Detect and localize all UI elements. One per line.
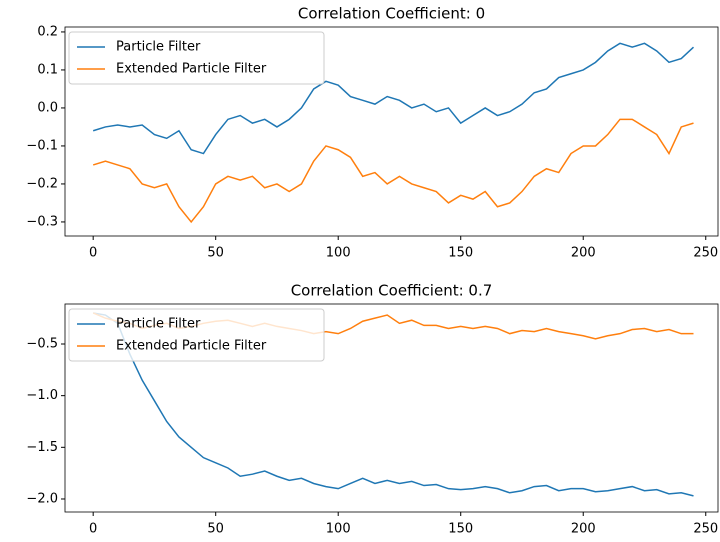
y-tick-label: −1.0 [26,388,58,403]
legend-box [68,308,325,362]
x-tick-label: 150 [448,246,473,261]
x-tick-label: 150 [448,522,473,537]
x-tick-label: 50 [207,522,224,537]
y-tick-label: 0.1 [37,62,58,77]
y-tick-label: −2.0 [26,491,58,506]
axes-frame [64,26,719,237]
legend-box [68,31,325,85]
x-tick-label: 100 [326,246,351,261]
y-tick-label: −0.3 [26,214,58,229]
legend-label: Extended Particle Filter [116,62,267,77]
legend: Particle Filter Extended Particle Filter [68,31,325,85]
legend: Particle Filter Extended Particle Filter [68,308,325,362]
y-tick-label: 0.2 [37,24,58,39]
legend-label: Extended Particle Filter [116,339,267,354]
y-tick-label: −1.5 [26,440,58,455]
x-tick-label: 200 [571,522,596,537]
y-tick-label: 0.0 [37,100,58,115]
legend-label: Particle Filter [116,317,201,332]
y-tick-label: −0.5 [26,336,58,351]
chart-title: Correlation Coefficient: 0.7 [291,282,493,300]
y-tick-label: −0.1 [26,138,58,153]
x-tick-label: 250 [693,246,718,261]
series-line [93,312,694,497]
legend-label: Particle Filter [116,40,201,55]
axes-frame [64,303,719,513]
subplot: Correlation Coefficient: 0.7 0 50 100 150 200… [26,282,719,537]
x-tick-label: 200 [571,246,596,261]
x-tick-label: 50 [207,246,224,261]
series-line [92,118,694,224]
y-tick-label: −0.2 [26,176,58,191]
x-tick-label: 250 [693,522,718,537]
series-line [92,42,695,155]
x-tick-label: 0 [89,246,97,261]
x-tick-label: 0 [89,522,97,537]
x-tick-label: 100 [326,522,351,537]
chart-title: Correlation Coefficient: 0 [298,5,485,23]
subplot: Correlation Coefficient: 0 0 50 100 150 200 25… [26,5,719,261]
